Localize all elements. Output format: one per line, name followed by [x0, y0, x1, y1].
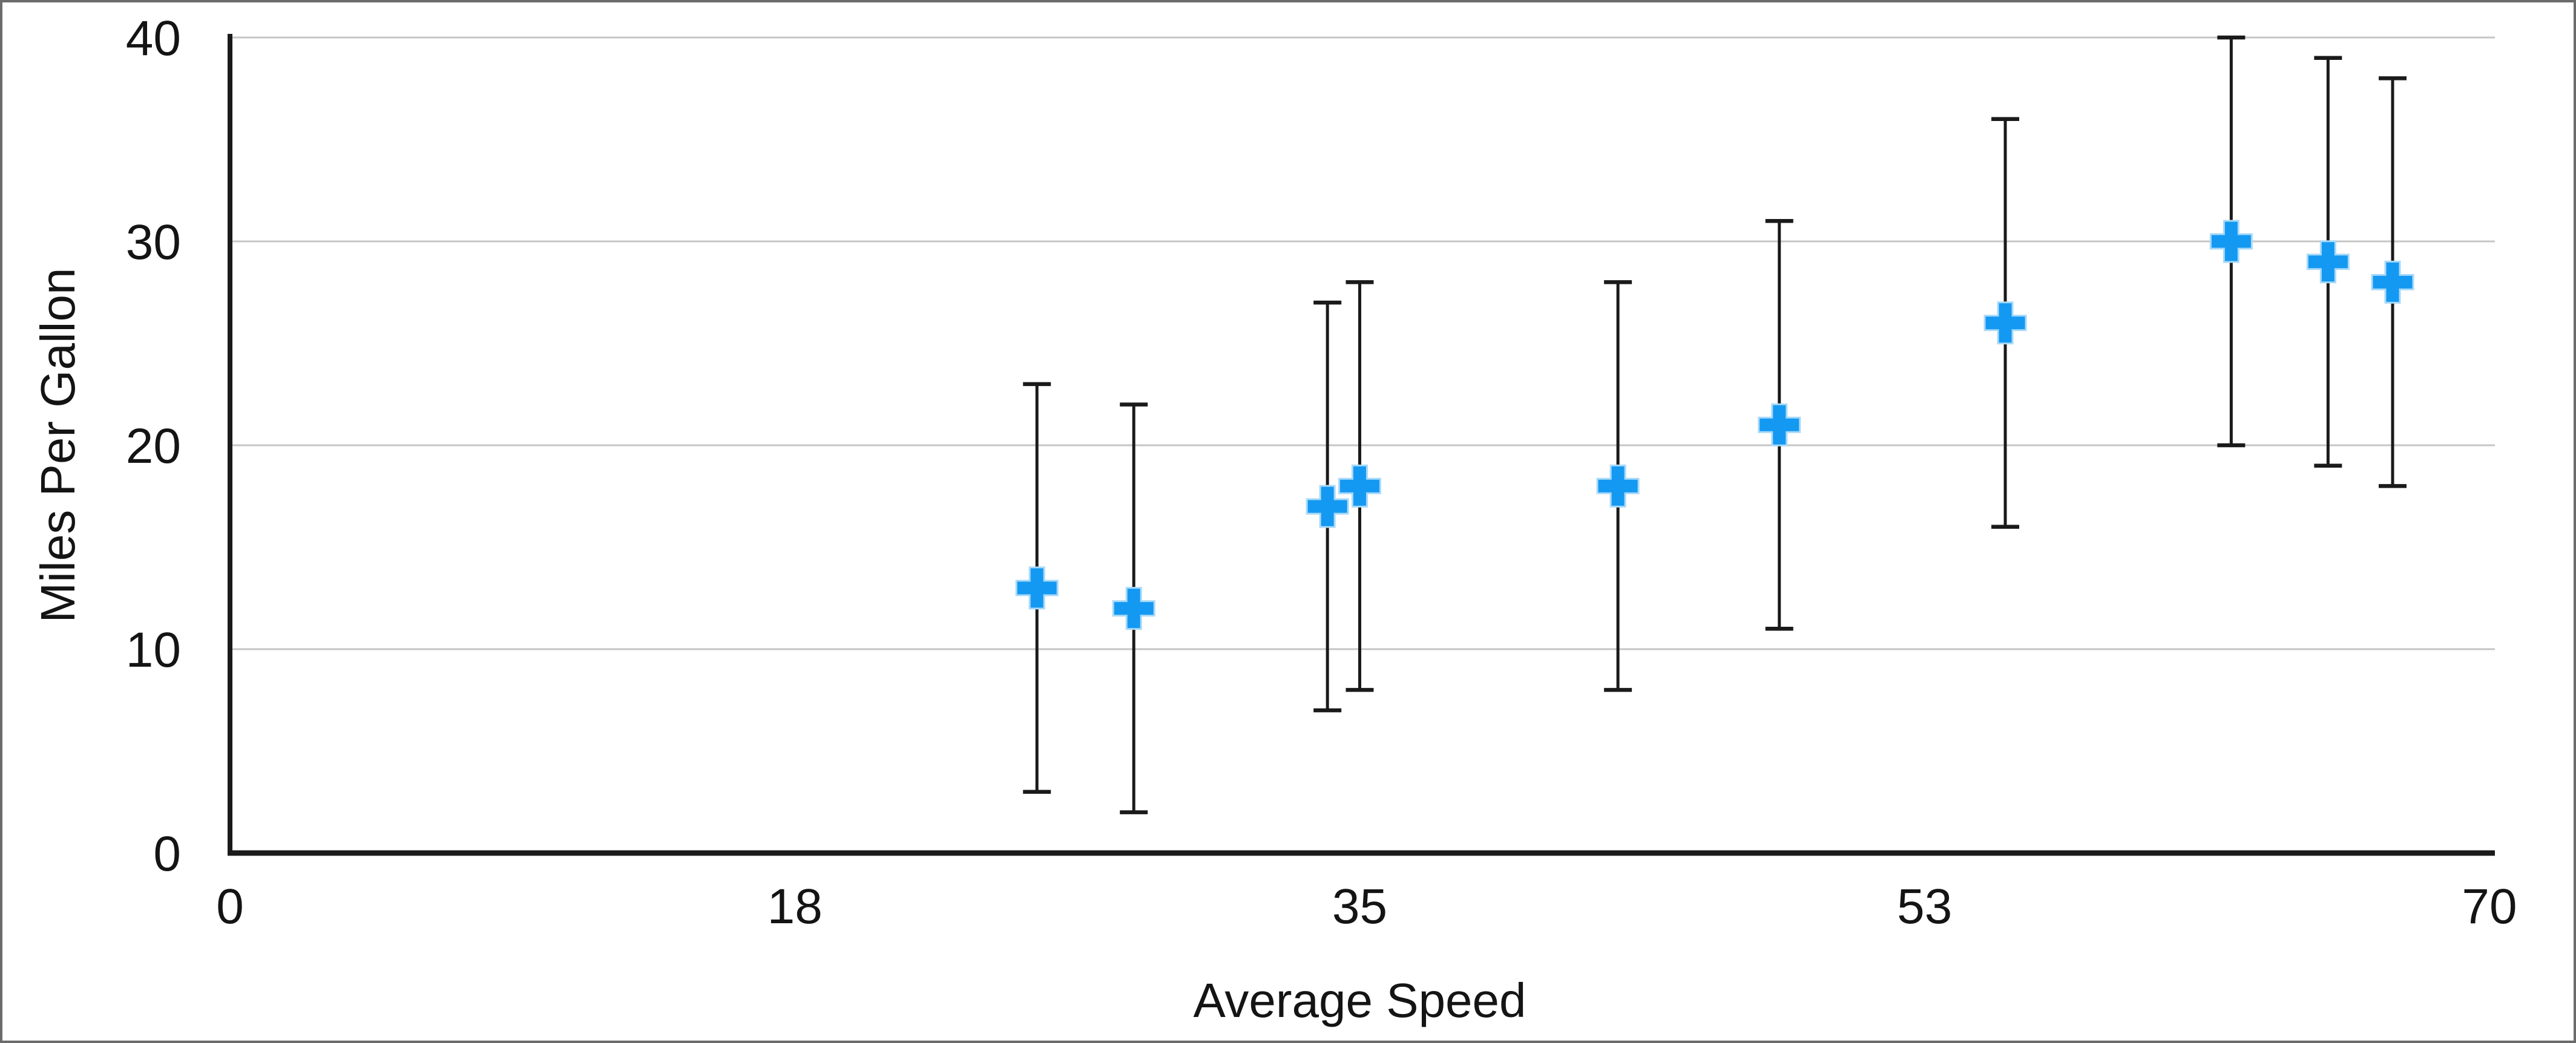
x-tick-label: 0: [216, 879, 244, 934]
data-point-marker: [1758, 403, 1801, 446]
y-tick-label: 30: [126, 215, 181, 270]
data-point-marker: [1338, 464, 1381, 508]
data-point-marker: [2371, 260, 2414, 304]
x-tick-label: 70: [2462, 879, 2517, 934]
data-point-marker: [1596, 464, 1640, 508]
data-point-marker: [1015, 566, 1059, 610]
x-tick-label: 53: [1897, 879, 1952, 934]
y-tick-label: 0: [153, 826, 181, 881]
x-tick-label: 18: [767, 879, 823, 934]
y-axis-title: Miles Per Gallon: [31, 267, 85, 623]
data-point-marker: [1112, 587, 1155, 630]
data-point-marker: [2306, 240, 2350, 284]
x-axis-title: Average Speed: [1193, 973, 1526, 1027]
y-tick-label: 20: [126, 419, 181, 474]
data-point-marker: [1983, 301, 2027, 345]
y-tick-label: 40: [126, 11, 181, 66]
y-tick-label: 10: [126, 623, 181, 678]
x-tick-label: 35: [1332, 879, 1387, 934]
data-point-marker: [2209, 220, 2253, 263]
data-point-marker: [1306, 485, 1349, 528]
